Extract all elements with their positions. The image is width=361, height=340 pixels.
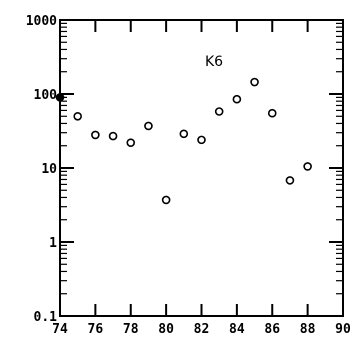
plot-frame — [59, 19, 344, 317]
x-tick-label: 74 — [52, 322, 68, 337]
x-tick-label: 78 — [123, 322, 139, 337]
data-point — [250, 77, 259, 87]
data-point — [161, 195, 171, 205]
y-tick-label: 0.1 — [34, 310, 58, 325]
data-point — [73, 111, 82, 121]
x-tick-label: 90 — [335, 322, 351, 337]
data-point — [91, 130, 100, 140]
x-tick-label: 82 — [194, 322, 210, 337]
y-tick-label: 100 — [34, 88, 58, 103]
data-points — [55, 77, 312, 205]
chart-title: K6 — [205, 54, 223, 70]
data-point — [126, 138, 136, 147]
data-point — [55, 93, 65, 102]
y-tick-label: 1 — [49, 236, 57, 251]
x-tick-label: 84 — [229, 322, 245, 337]
y-tick-label: 1000 — [26, 14, 57, 29]
axis-ticks — [59, 19, 344, 317]
x-tick-label: 86 — [264, 322, 280, 337]
data-point — [232, 94, 242, 104]
data-point — [285, 176, 295, 185]
x-tick-label: 80 — [158, 322, 174, 337]
data-point — [179, 129, 189, 139]
y-tick-label: 10 — [41, 162, 57, 177]
data-point — [144, 121, 153, 131]
data-point — [108, 131, 118, 141]
data-point — [214, 107, 224, 116]
x-tick-label: 76 — [88, 322, 104, 337]
plot-axes — [59, 19, 344, 317]
data-point — [267, 108, 277, 118]
data-point — [197, 135, 206, 145]
tick-labels: 74 76 78 80 82 84 86 88 90 0.1 1 10 100 1000 — [26, 14, 351, 337]
x-tick-label: 88 — [300, 322, 316, 337]
data-point — [303, 162, 312, 171]
